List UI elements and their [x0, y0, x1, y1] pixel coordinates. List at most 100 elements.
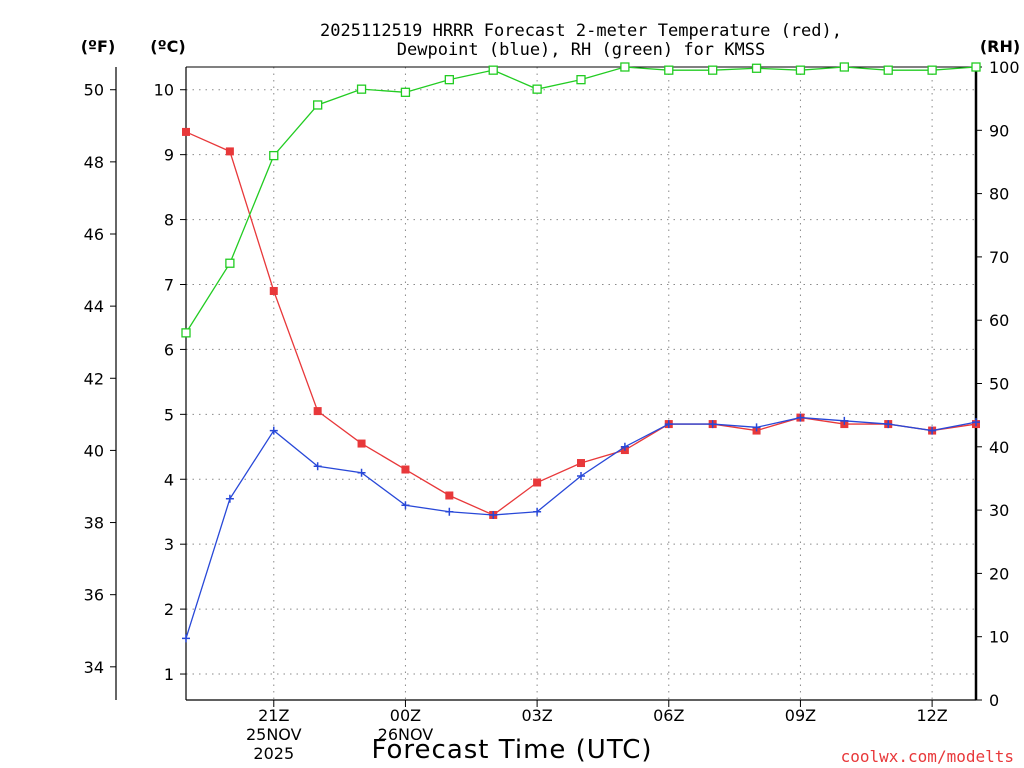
rh-tick-label: 50: [989, 375, 1009, 394]
rh-point: [313, 100, 323, 110]
rh-point: [708, 65, 718, 75]
temperature-point: [357, 439, 366, 448]
rh-point: [269, 150, 279, 161]
rh-point: [927, 65, 937, 75]
celsius-tick-label: 10: [154, 81, 174, 100]
celsius-tick-label: 5: [164, 405, 174, 424]
source-credit: coolwx.com/modelts: [841, 747, 1014, 766]
dewpoint-point: [577, 472, 585, 481]
celsius-tick-label: 3: [164, 535, 174, 554]
rh-point: [883, 65, 893, 75]
dewpoint-line: [185, 416, 977, 639]
dewpoint-point: [620, 442, 629, 451]
rh-tick-label: 70: [989, 248, 1009, 267]
chart-title-line1: 2025112519 HRRR Forecast 2-meter Tempera…: [320, 21, 842, 41]
temperature-point: [269, 286, 278, 295]
temperature-point: [445, 491, 454, 500]
rh-tick-label: 100: [989, 58, 1020, 77]
fahrenheit-unit-label: (ºF): [81, 37, 116, 56]
fahrenheit-tick-label: 42: [84, 369, 104, 388]
fahrenheit-tick-label: 44: [84, 297, 104, 316]
rh-tick-label: 80: [989, 185, 1009, 204]
chart-title-line2: Dewpoint (blue), RH (green) for KMSS: [397, 40, 765, 60]
celsius-tick-label: 1: [164, 665, 174, 684]
rh-point: [181, 328, 191, 338]
x-tick-label: 12Z: [916, 706, 947, 725]
fahrenheit-tick-label: 38: [84, 514, 104, 533]
fahrenheit-tick-label: 46: [84, 225, 104, 244]
fahrenheit-tick-label: 48: [84, 153, 104, 172]
dewpoint-point: [357, 468, 366, 477]
fahrenheit-tick-label: 36: [84, 586, 104, 605]
axes: [110, 66, 982, 707]
temperature-point: [182, 127, 190, 136]
rh-point: [664, 65, 674, 75]
x-tick-label: 2025: [253, 744, 294, 763]
rh-point: [356, 84, 367, 94]
celsius-tick-label: 7: [164, 275, 174, 294]
dewpoint-point: [225, 494, 234, 503]
dewpoint-point: [708, 420, 717, 429]
data-series: [181, 62, 981, 643]
dewpoint-point: [884, 420, 893, 429]
rh-point: [971, 62, 981, 72]
celsius-tick-label: 6: [164, 340, 174, 359]
dewpoint-point: [664, 420, 673, 429]
dewpoint-point: [752, 423, 761, 432]
x-tick-label: 00Z: [390, 706, 421, 725]
fahrenheit-tick-label: 40: [84, 441, 104, 460]
rh-point: [795, 65, 806, 75]
dewpoint-point: [313, 462, 322, 471]
rh-tick-label: 30: [989, 501, 1009, 520]
dewpoint-point: [796, 413, 805, 422]
temperature-point: [533, 478, 542, 487]
celsius-tick-label: 8: [164, 211, 174, 230]
fahrenheit-tick-label: 50: [84, 81, 104, 100]
dewpoint-point: [533, 507, 542, 516]
rh-point: [488, 65, 498, 75]
celsius-unit-label: (ºC): [150, 37, 185, 56]
rh-tick-label: 0: [989, 691, 999, 710]
dewpoint-point: [972, 418, 980, 427]
rh-point: [400, 87, 411, 97]
rh-tick-label: 60: [989, 311, 1009, 330]
dewpoint-point: [445, 507, 454, 516]
rh-point: [532, 84, 542, 94]
rh-point: [225, 258, 235, 268]
x-tick-label: 06Z: [653, 706, 684, 725]
temperature-point: [577, 459, 585, 468]
dewpoint-point: [182, 634, 190, 643]
rh-point: [751, 63, 762, 73]
rh-tick-label: 20: [989, 564, 1009, 583]
rh-line: [185, 66, 977, 334]
temperature-point: [313, 407, 322, 416]
dewpoint-point: [840, 416, 849, 425]
temperature-point: [225, 147, 234, 156]
dewpoint-point: [489, 510, 498, 519]
temperature-point: [401, 465, 410, 474]
celsius-tick-label: 4: [164, 470, 174, 489]
x-tick-label: 03Z: [521, 706, 552, 725]
x-tick-label: 26NOV: [378, 725, 434, 744]
x-axis-title: Forecast Time (UTC): [371, 735, 652, 765]
fahrenheit-tick-label: 34: [84, 658, 104, 677]
temperature-line: [185, 131, 977, 516]
x-tick-label: 09Z: [785, 706, 816, 725]
rh-tick-label: 90: [989, 121, 1009, 140]
rh-point: [444, 75, 454, 85]
rh-tick-label: 40: [989, 438, 1009, 457]
dewpoint-point: [401, 501, 410, 510]
grid-lines: [186, 67, 976, 700]
celsius-tick-label: 9: [164, 146, 174, 165]
dewpoint-point: [928, 426, 937, 435]
rh-tick-label: 10: [989, 628, 1009, 647]
celsius-tick-label: 2: [164, 600, 174, 619]
x-tick-label: 21Z: [258, 706, 289, 725]
rh-point: [576, 75, 586, 85]
x-tick-label: 25NOV: [246, 725, 302, 744]
rh-unit-label: (RH): [980, 37, 1020, 56]
rh-point: [839, 62, 849, 72]
dewpoint-point: [269, 426, 278, 435]
